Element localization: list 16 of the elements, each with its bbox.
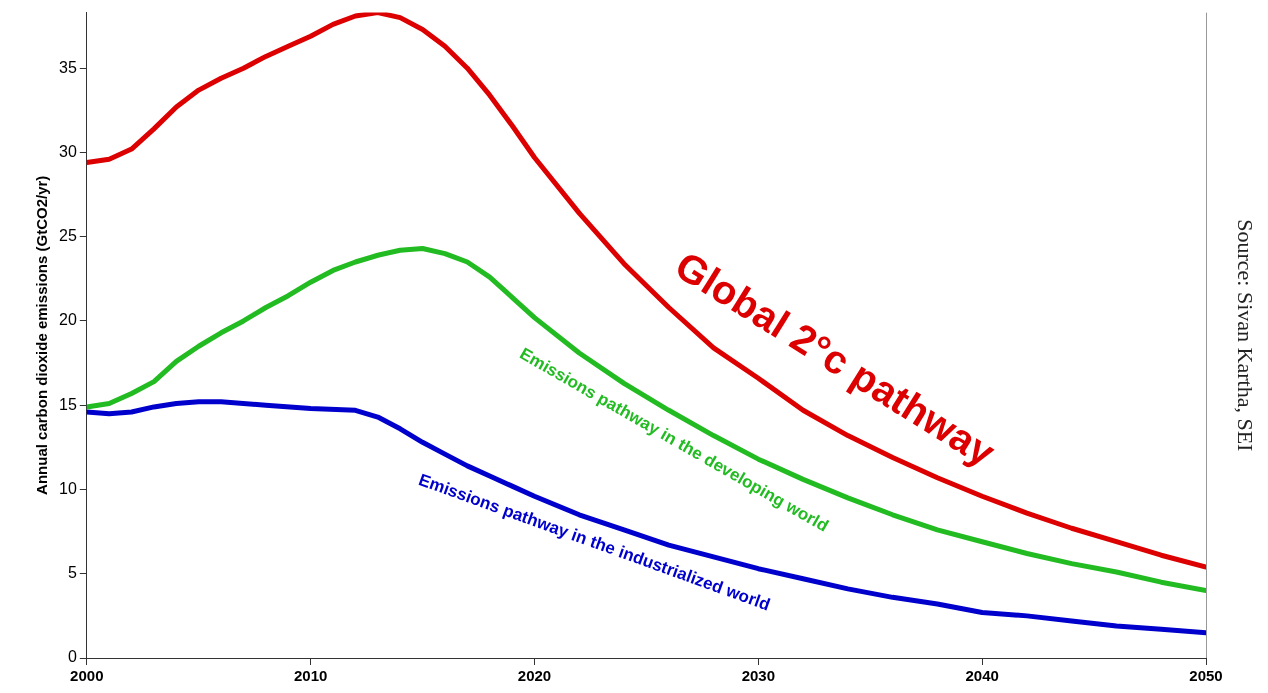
x-tick-label: 2050 xyxy=(1189,667,1223,685)
y-tick-label: 30 xyxy=(59,142,77,160)
y-tick-label: 25 xyxy=(59,227,77,245)
x-tick-label: 2030 xyxy=(741,667,776,685)
y-tick-label: 20 xyxy=(59,311,77,329)
y-tick-label: 10 xyxy=(59,479,77,497)
y-tick-label: 5 xyxy=(67,564,77,582)
y-tick-label: 0 xyxy=(67,648,77,666)
y-tick-label: 15 xyxy=(59,395,77,413)
y-axis-title: Annual carbon dioxide emissions (GtCO2/yr) xyxy=(33,175,51,495)
x-tick-label: 2010 xyxy=(293,667,328,685)
source-note: Source: Sivan Kartha, SEI xyxy=(1233,219,1259,452)
x-tick-label: 2040 xyxy=(965,667,999,685)
x-tick-label: 2020 xyxy=(517,667,552,685)
x-tick-label: 2000 xyxy=(70,667,104,685)
y-tick-label: 35 xyxy=(59,58,77,76)
